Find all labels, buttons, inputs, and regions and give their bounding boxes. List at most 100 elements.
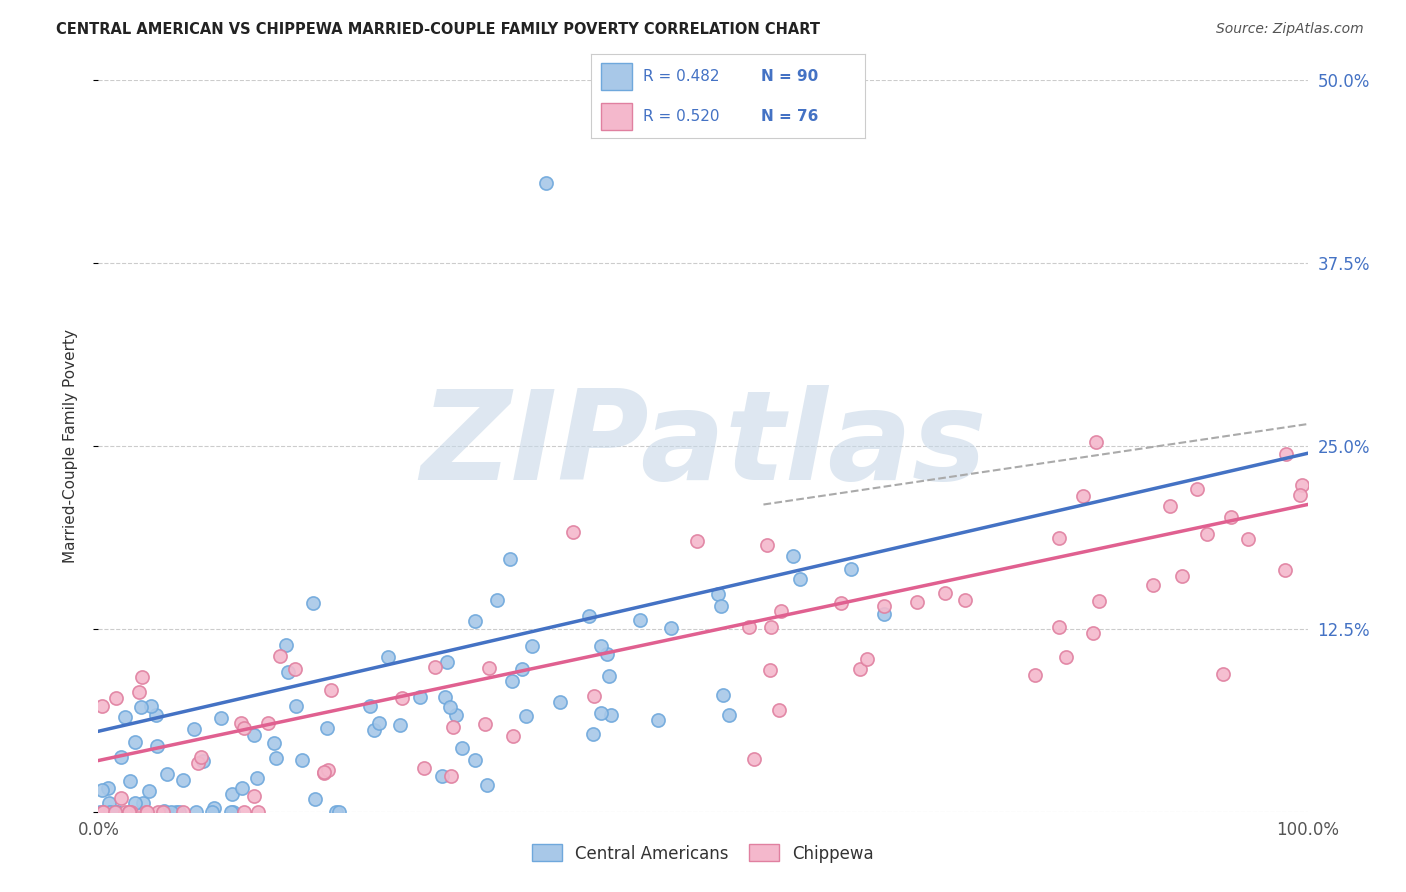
Point	[934, 586, 956, 600]
Point	[136, 805, 159, 819]
Point	[131, 670, 153, 684]
Point	[91, 805, 114, 819]
Point	[256, 715, 278, 730]
Point	[425, 659, 447, 673]
Point	[706, 587, 728, 601]
Point	[146, 805, 169, 819]
Point	[222, 805, 245, 819]
Point	[315, 721, 337, 735]
Point	[1237, 532, 1260, 546]
Point	[209, 711, 232, 725]
Point	[246, 771, 269, 785]
Legend: Central Americans, Chippewa: Central Americans, Chippewa	[526, 838, 880, 869]
Point	[433, 690, 456, 704]
Point	[312, 764, 335, 779]
Point	[124, 796, 146, 810]
Point	[905, 595, 928, 609]
Point	[515, 708, 537, 723]
Point	[439, 700, 461, 714]
Text: R = 0.482: R = 0.482	[643, 69, 718, 84]
Point	[598, 669, 620, 683]
Point	[1024, 668, 1046, 682]
FancyBboxPatch shape	[602, 103, 631, 130]
Point	[855, 652, 877, 666]
Point	[321, 683, 343, 698]
Text: N = 90: N = 90	[761, 69, 818, 84]
Point	[686, 534, 709, 549]
Point	[159, 805, 181, 819]
Point	[284, 662, 307, 676]
Point	[264, 751, 287, 765]
Point	[744, 751, 766, 765]
Point	[659, 621, 682, 635]
Point	[1159, 499, 1181, 513]
Point	[229, 716, 252, 731]
Point	[444, 707, 467, 722]
Y-axis label: Married-Couple Family Poverty: Married-Couple Family Poverty	[63, 329, 77, 563]
Point	[110, 750, 132, 764]
Point	[243, 789, 266, 803]
Point	[325, 805, 347, 819]
Point	[1291, 477, 1313, 491]
Point	[284, 698, 307, 713]
Point	[97, 805, 120, 819]
Point	[269, 648, 291, 663]
Point	[388, 718, 411, 732]
Point	[501, 673, 523, 688]
Point	[97, 780, 120, 795]
Point	[363, 723, 385, 737]
Point	[486, 593, 509, 607]
Point	[1274, 563, 1296, 577]
Point	[312, 765, 335, 780]
Point	[91, 805, 114, 819]
Point	[756, 539, 779, 553]
Point	[1288, 487, 1310, 501]
Point	[247, 805, 270, 819]
Point	[441, 720, 464, 734]
Point	[359, 699, 381, 714]
Text: N = 76: N = 76	[761, 109, 818, 124]
Point	[201, 805, 224, 819]
Point	[89, 805, 111, 819]
Point	[873, 599, 896, 614]
Point	[368, 716, 391, 731]
Point	[377, 650, 399, 665]
Point	[91, 698, 114, 713]
Point	[100, 805, 122, 819]
Point	[120, 805, 142, 819]
Point	[474, 716, 496, 731]
Point	[789, 572, 811, 586]
Point	[131, 796, 153, 810]
Point	[768, 703, 790, 717]
Point	[156, 766, 179, 780]
Point	[711, 689, 734, 703]
Point	[187, 756, 209, 771]
Point	[221, 787, 243, 801]
Point	[628, 613, 651, 627]
Text: CENTRAL AMERICAN VS CHIPPEWA MARRIED-COUPLE FAMILY POVERTY CORRELATION CHART: CENTRAL AMERICAN VS CHIPPEWA MARRIED-COU…	[56, 22, 820, 37]
Point	[391, 691, 413, 706]
Point	[1071, 489, 1094, 503]
Point	[589, 640, 612, 654]
Point	[90, 782, 112, 797]
Point	[291, 753, 314, 767]
Point	[582, 689, 605, 703]
Point	[578, 608, 600, 623]
Point	[243, 728, 266, 742]
Point	[114, 805, 136, 819]
Point	[1170, 569, 1192, 583]
Point	[232, 721, 254, 735]
Point	[274, 638, 297, 652]
Point	[1083, 625, 1105, 640]
Point	[172, 773, 194, 788]
Point	[98, 796, 121, 810]
Point	[849, 662, 872, 676]
Point	[499, 552, 522, 566]
Point	[561, 524, 583, 539]
Text: Source: ZipAtlas.com: Source: ZipAtlas.com	[1216, 22, 1364, 37]
Point	[105, 805, 128, 819]
Point	[120, 774, 142, 789]
Point	[302, 596, 325, 610]
Point	[1054, 649, 1077, 664]
Point	[830, 596, 852, 610]
